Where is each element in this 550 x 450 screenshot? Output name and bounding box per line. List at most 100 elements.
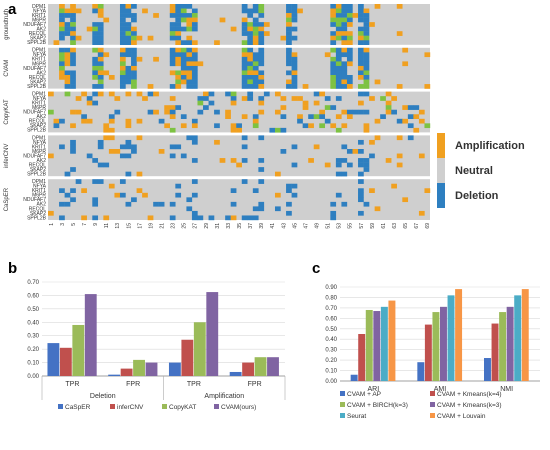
heatmap-cell: [119, 52, 126, 58]
heatmap-cell: [119, 8, 126, 14]
heatmap-row-label: NFYA: [33, 140, 47, 146]
heatmap-cell: [175, 31, 182, 36]
heatmap-cell: [291, 61, 298, 67]
heatmap-cell: [363, 40, 370, 45]
heatmap-cell: [131, 149, 137, 154]
heatmap-cell: [330, 40, 337, 45]
heatmap-cell: [369, 96, 375, 101]
heatmap-cell: [59, 75, 65, 80]
heatmap-cell: [59, 215, 65, 221]
heatmap-cell: [59, 13, 65, 18]
heatmap-cell: [335, 26, 342, 32]
heatmap-cell: [341, 65, 348, 71]
heatmap-x-tick: 49: [315, 223, 321, 229]
heatmap-cell: [153, 91, 159, 97]
heatmap-cell: [119, 144, 126, 150]
heatmap-cell: [136, 135, 143, 141]
heatmap-cell: [70, 8, 76, 14]
heatmap-cell: [358, 40, 364, 45]
heatmap-group: CVAM DPM1NFYAKRIT1M6PRNDUFAF7AK2RECQLSKAP…: [4, 48, 431, 90]
heatmap-cell: [97, 84, 104, 89]
heatmap-cell: [230, 215, 237, 221]
heatmap-cell: [131, 75, 137, 80]
heatmap-cell: [258, 158, 265, 163]
heatmap-cell: [413, 114, 420, 119]
bar: [455, 289, 463, 381]
heatmap-cell: [136, 35, 143, 41]
heatmap-cell: [358, 70, 364, 76]
heatmap-cell: [241, 40, 248, 45]
heatmap-cell: [241, 61, 248, 67]
heatmap-cell: [92, 56, 99, 62]
heatmap-group-label: groundtruth: [4, 9, 10, 40]
heatmap-x-tick: 45: [292, 223, 298, 229]
heatmap-cell: [252, 84, 259, 89]
heatmap-cell: [335, 52, 342, 58]
heatmap-cell: [97, 179, 104, 184]
heatmap-cell: [241, 114, 248, 119]
legend-label: Seurat: [347, 413, 366, 420]
heatmap-cell: [119, 79, 126, 85]
heatmap-cell: [169, 8, 176, 14]
heatmap-cell: [59, 188, 65, 193]
heatmap-cell: [291, 17, 298, 23]
heatmap-cell: [258, 96, 265, 101]
heatmap-cell: [169, 4, 176, 9]
heatmap-cell: [142, 192, 148, 198]
heatmap-row-label: M6PR: [32, 17, 46, 23]
heatmap-cell: [258, 40, 265, 45]
bar: [84, 294, 97, 376]
heatmap-cell: [396, 135, 403, 141]
legend-swatch: [162, 404, 167, 409]
heatmap-cell: [191, 40, 198, 45]
heatmap-cell: [241, 17, 248, 23]
heatmap-cell: [236, 123, 242, 129]
heatmap-cell: [363, 75, 370, 80]
heatmap-cell: [131, 35, 137, 41]
heatmap-cell: [64, 31, 71, 36]
heatmap-cell: [291, 96, 298, 101]
heatmap-cell: [125, 153, 132, 159]
heatmap-x-tick: 65: [403, 223, 409, 229]
heatmap-cell: [103, 162, 110, 168]
heatmap-cell: [330, 35, 337, 41]
bar: [440, 306, 447, 381]
heatmap-cell: [252, 40, 259, 45]
heatmap-cell: [291, 52, 298, 58]
heatmap-cell: [119, 40, 126, 45]
heatmap-cell: [258, 84, 265, 89]
heatmap-row-label: SPPL2B: [27, 215, 47, 221]
heatmap-cell: [108, 183, 115, 189]
heatmap-cell: [48, 210, 54, 216]
heatmap-cell: [125, 65, 132, 71]
heatmap-cell: [147, 109, 154, 115]
heatmap-cell: [169, 144, 176, 150]
legend-swatch: [340, 402, 345, 407]
heatmap-cell: [230, 188, 237, 193]
heatmap-cell: [424, 52, 431, 58]
heatmap-row-label: NFYA: [33, 8, 47, 14]
heatmap-cell: [169, 70, 176, 76]
heatmap-cell: [363, 127, 370, 133]
heatmap-cell: [363, 52, 370, 58]
heatmap-cell: [391, 183, 397, 189]
heatmap-cell: [92, 65, 99, 71]
heatmap-row-label: M6PR: [32, 105, 46, 111]
heatmap-cell: [64, 192, 71, 198]
heatmap-cell: [319, 91, 326, 97]
heatmap-cell: [131, 84, 137, 89]
heatmap-row-label: SKAP2: [30, 167, 46, 173]
heatmap-cell: [363, 8, 370, 14]
heatmap-cell: [335, 114, 342, 119]
heatmap-cell: [225, 114, 231, 119]
heatmap-cell: [103, 127, 110, 133]
heatmap-cell: [136, 171, 143, 177]
heatmap-cell: [180, 79, 187, 85]
heatmap-cell: [219, 158, 226, 163]
heatmap-cell: [125, 139, 132, 145]
heatmap-cell: [97, 8, 104, 14]
heatmap-cell: [291, 8, 298, 14]
heatmap-cell: [358, 162, 364, 168]
heatmap-cell: [258, 56, 265, 62]
heatmap-cell: [363, 17, 370, 23]
